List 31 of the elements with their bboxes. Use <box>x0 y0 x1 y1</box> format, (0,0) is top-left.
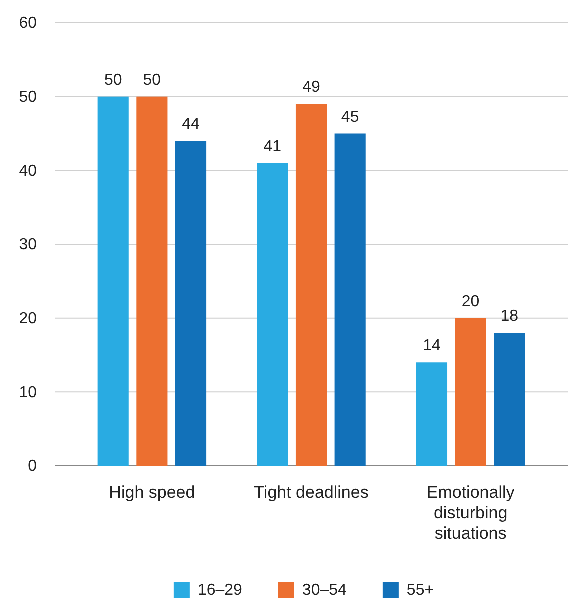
bar <box>98 96 129 466</box>
data-label: 45 <box>341 108 360 126</box>
y-tick-label: 0 <box>28 458 38 476</box>
data-label: 44 <box>182 116 200 134</box>
data-label: 14 <box>423 338 441 355</box>
bar <box>175 141 207 466</box>
y-tick-label: 30 <box>19 236 38 254</box>
x-tick-label: Tight deadlines <box>254 483 369 502</box>
bar <box>455 318 486 466</box>
bar <box>257 163 288 466</box>
bar <box>416 362 448 466</box>
data-label: 41 <box>264 138 282 156</box>
y-tick-label: 10 <box>19 384 38 402</box>
y-tick-label: 60 <box>19 15 38 32</box>
y-tick-label: 20 <box>19 310 38 328</box>
data-label: 49 <box>302 79 320 96</box>
bar <box>296 104 328 466</box>
legend-label: 30–54 <box>302 582 348 599</box>
x-tick-label: Emotionally disturbing situations <box>426 483 516 543</box>
data-label: 20 <box>462 293 480 310</box>
legend-label: 55+ <box>406 582 434 599</box>
data-label: 50 <box>104 72 122 89</box>
y-tick-label: 40 <box>19 162 38 180</box>
y-tick-label: 50 <box>19 88 38 106</box>
legend-label: 16–29 <box>198 582 243 599</box>
x-tick-label: High speed <box>109 483 196 502</box>
bar <box>136 96 168 466</box>
bar <box>334 134 366 466</box>
data-label: 18 <box>500 308 519 326</box>
bar <box>494 333 526 466</box>
data-label: 50 <box>143 72 162 89</box>
